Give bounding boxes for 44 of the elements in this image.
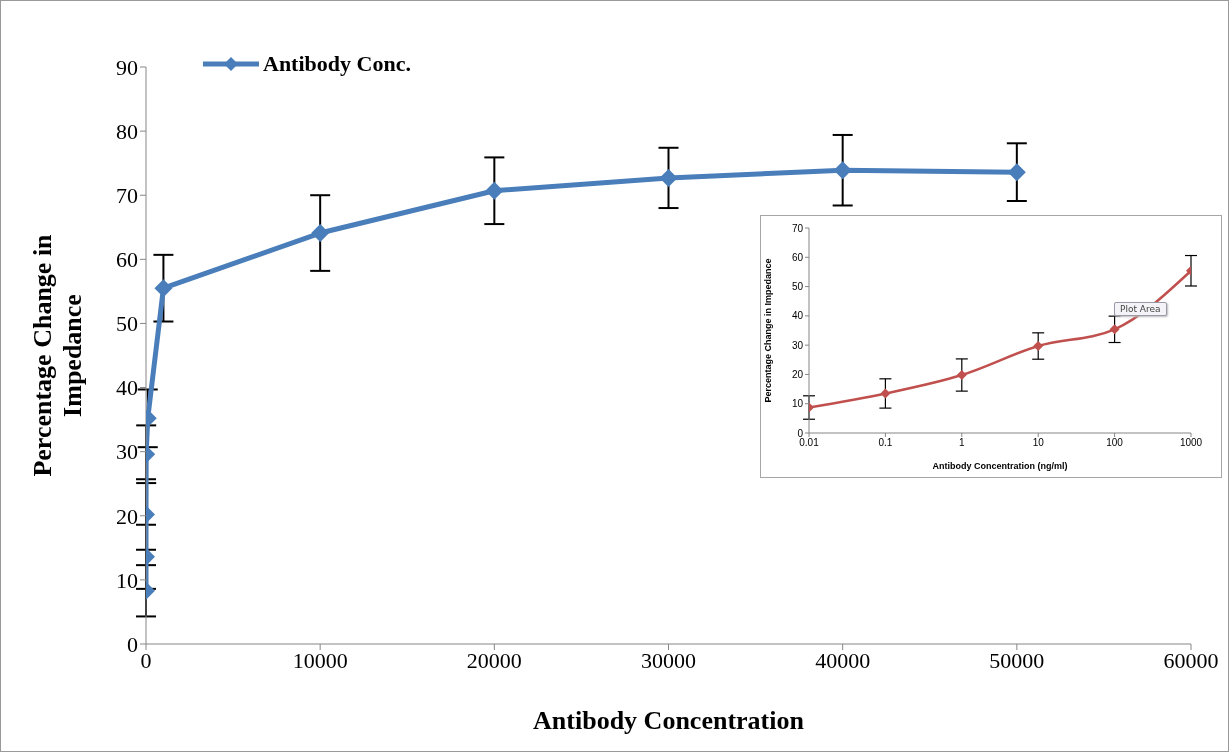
- x-axis-title: Antibody Concentration: [533, 706, 805, 735]
- point: [1007, 163, 1026, 182]
- point: [485, 181, 504, 200]
- y-tick-label: 10: [116, 567, 138, 593]
- y-tick-label: 50: [116, 311, 138, 337]
- x-tick-label: 60000: [1163, 647, 1219, 673]
- x-tick-label: 0.01: [799, 437, 820, 449]
- x-tick-label: 10: [1032, 437, 1045, 449]
- point: [956, 370, 967, 381]
- annotation: Plot Area: [1114, 302, 1167, 316]
- x-tick-label: 100: [1106, 437, 1124, 449]
- y-tick-label: 20: [116, 503, 138, 529]
- x-tick-label: 20000: [466, 647, 522, 673]
- y-tick-label: 40: [116, 375, 138, 401]
- y-tick-label: 30: [791, 339, 804, 351]
- point: [1109, 324, 1120, 335]
- y-axis-title: Percentage Change in Impedance: [763, 258, 773, 403]
- y-tick-label: 0: [797, 427, 804, 439]
- x-tick-label: 50000: [989, 647, 1045, 673]
- y-tick-label: 60: [116, 247, 138, 273]
- y-tick-label: 80: [116, 118, 138, 144]
- y-tick-label: 90: [116, 54, 138, 80]
- x-tick-label: 30000: [641, 647, 696, 673]
- x-tick-label: 10000: [292, 647, 348, 673]
- y-tick-label: 70: [116, 183, 138, 209]
- x-tick-label: 1: [959, 437, 966, 449]
- y-tick-label: 50: [791, 281, 804, 293]
- point: [833, 161, 852, 180]
- y-tick-label: 40: [791, 310, 804, 322]
- y-tick-label: 0: [127, 631, 138, 657]
- x-tick-label: 40000: [815, 647, 871, 673]
- y-tick-label: 70: [791, 222, 804, 234]
- y-tick-label: 10: [791, 398, 804, 410]
- point: [880, 388, 891, 399]
- x-tick-label: 1000: [1179, 437, 1203, 449]
- point: [659, 168, 678, 187]
- y-axis-title: Percentage Change in Impedance: [28, 233, 87, 477]
- x-axis-title: Antibody Concentration (ng/ml): [932, 461, 1068, 471]
- point: [1033, 341, 1044, 352]
- legend-label: Antibody Conc.: [263, 51, 411, 77]
- y-tick-label: 30: [116, 439, 138, 465]
- x-tick-label: 0.1: [878, 437, 893, 449]
- y-tick-label: 60: [791, 251, 804, 263]
- y-tick-label: 20: [791, 368, 804, 380]
